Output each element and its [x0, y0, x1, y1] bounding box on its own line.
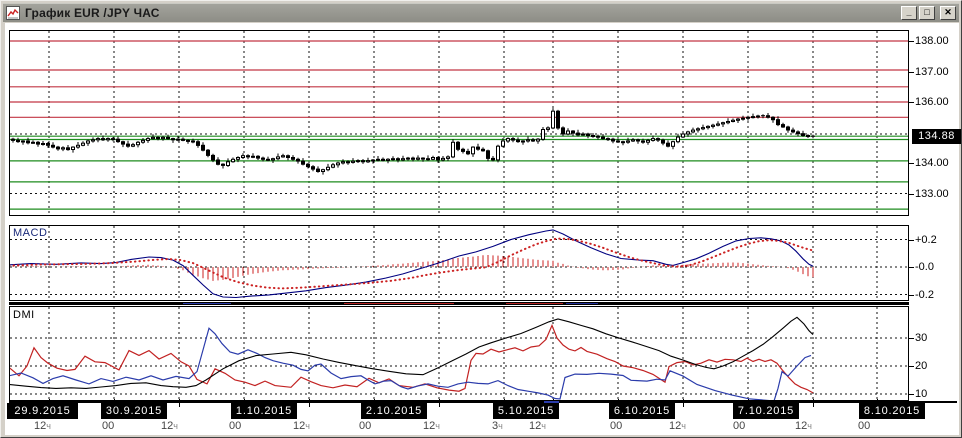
dmi-axis-label-tick — [908, 394, 914, 395]
time-axis-tick — [179, 399, 180, 407]
window-title: График EUR /JPY ЧАС — [25, 6, 160, 20]
date-label-box[interactable]: 8.10.2015 — [859, 403, 925, 419]
time-label: 00 — [610, 420, 623, 432]
time-axis-line — [9, 401, 957, 403]
date-label-box[interactable]: 1.10.2015 — [231, 403, 297, 419]
time-axis-tick — [683, 399, 684, 407]
time-label: 12ч — [161, 420, 178, 432]
time-label: 00 — [858, 420, 871, 432]
clipped-line-segment — [566, 303, 598, 304]
time-label: 00 — [733, 420, 746, 432]
date-label-box[interactable]: 2.10.2015 — [361, 403, 427, 419]
candlestick-chart — [10, 31, 908, 215]
candles-layer — [11, 108, 815, 175]
current-price-badge: 134.88 — [912, 129, 961, 144]
dmi-panel[interactable] — [9, 306, 909, 401]
macd-signal-line — [10, 237, 814, 290]
main-gridlines — [10, 31, 908, 215]
dmi-axis-label: 30 — [915, 332, 928, 344]
resistance-lines — [10, 40, 908, 118]
dmi-minus-di-line — [10, 323, 814, 394]
maximize-button[interactable]: □ — [919, 6, 935, 20]
time-label: 12ч — [34, 420, 51, 432]
macd-axis-label: -0.2 — [915, 289, 934, 301]
panel-separator — [9, 302, 909, 305]
time-axis-tick — [813, 399, 814, 407]
price-axis-label-tick — [908, 194, 914, 195]
dmi-adx-line — [10, 316, 814, 389]
time-label: 12ч — [669, 420, 686, 432]
macd-axis-label: +0.2 — [915, 234, 937, 246]
time-label: 00 — [359, 420, 372, 432]
dmi-axis-label: 20 — [915, 360, 928, 372]
price-axis-label-tick — [908, 163, 914, 164]
price-axis-label: 136.00 — [915, 96, 949, 108]
macd-axis-label-tick — [908, 267, 914, 268]
price-axis-label-tick — [908, 41, 914, 42]
price-axis-label-tick — [908, 102, 914, 103]
date-label-box[interactable]: 6.10.2015 — [609, 403, 675, 419]
price-axis-label: 137.00 — [915, 66, 949, 78]
dmi-chart — [10, 307, 908, 400]
time-label: 12ч — [795, 420, 812, 432]
date-label-box[interactable]: 29.9.2015 — [7, 403, 78, 419]
macd-axis-label-tick — [908, 240, 914, 241]
time-label: 12ч — [529, 420, 546, 432]
time-label: 00 — [102, 420, 115, 432]
title-bar[interactable]: График EUR /JPY ЧАС _ □ ✕ — [3, 3, 959, 22]
price-axis-label-tick — [908, 72, 914, 73]
macd-panel-label: MACD — [13, 227, 48, 239]
dmi-plus-di-line — [10, 327, 812, 400]
time-label: 12ч — [293, 420, 310, 432]
price-axis-label: 133.00 — [915, 188, 949, 200]
dmi-axis-label-tick — [908, 366, 914, 367]
macd-gridlines — [10, 226, 908, 300]
dmi-panel-label: DMI — [13, 309, 35, 321]
price-axis-label: 138.00 — [915, 35, 949, 47]
price-chart-panel[interactable] — [9, 30, 909, 216]
dmi-axis-label: 10 — [915, 388, 928, 400]
time-label: 3ч — [492, 420, 503, 432]
time-axis-tick — [309, 399, 310, 407]
window-controls: _ □ ✕ — [901, 6, 956, 20]
macd-chart — [10, 226, 908, 300]
date-label-box[interactable]: 7.10.2015 — [733, 403, 799, 419]
chart-app-icon — [6, 6, 20, 20]
close-button[interactable]: ✕ — [940, 6, 956, 20]
macd-line — [10, 229, 814, 299]
clipped-line-segment — [506, 303, 563, 304]
macd-axis-label-tick — [908, 295, 914, 296]
clipped-line-segment — [344, 303, 454, 304]
time-label: 12ч — [423, 420, 440, 432]
time-label: 00 — [229, 420, 242, 432]
support-lines — [10, 135, 908, 210]
clipped-line-segment — [183, 303, 231, 304]
dmi-gridlines — [10, 307, 908, 400]
time-axis-tick — [439, 399, 440, 407]
macd-axis-label: -0.0 — [915, 261, 934, 273]
dmi-line-bottom-clip — [544, 401, 559, 403]
date-label-box[interactable]: 30.9.2015 — [101, 403, 167, 419]
price-axis-label: 134.00 — [915, 157, 949, 169]
macd-panel[interactable] — [9, 225, 909, 301]
dmi-axis-label-tick — [908, 338, 914, 339]
minimize-button[interactable]: _ — [901, 6, 917, 20]
date-label-box[interactable]: 5.10.2015 — [493, 403, 559, 419]
